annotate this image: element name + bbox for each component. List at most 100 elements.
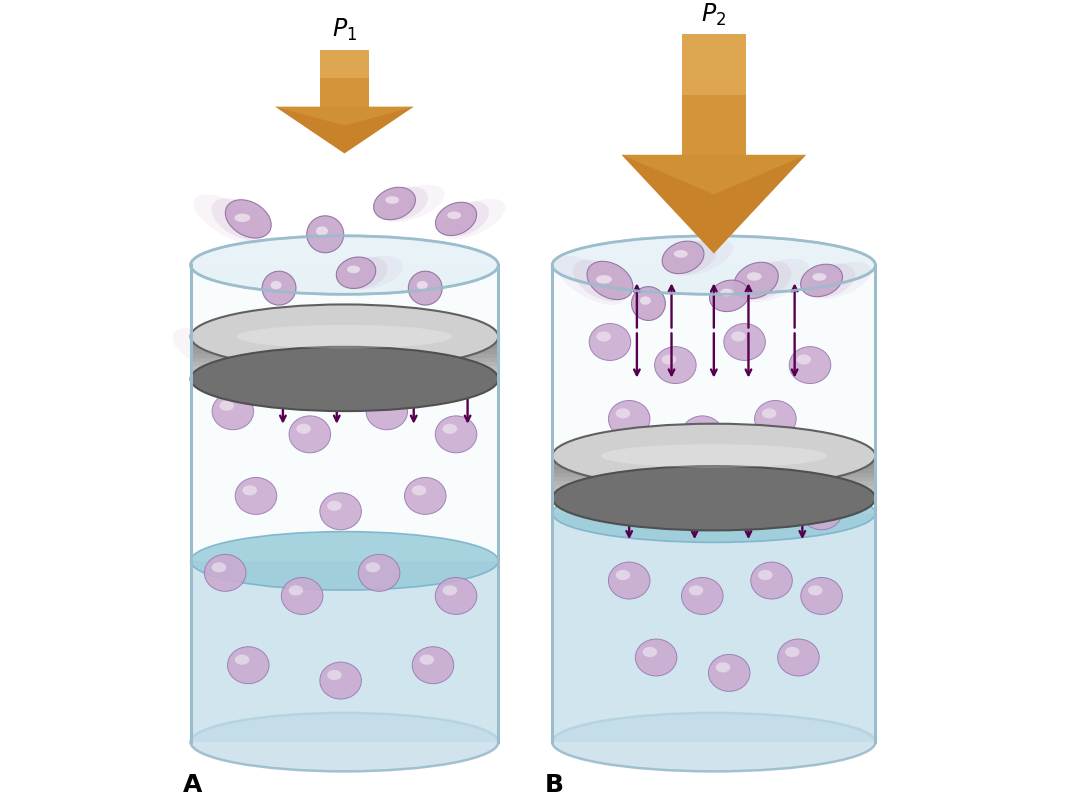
Bar [191, 362, 499, 366]
Bar [191, 350, 499, 354]
Ellipse shape [741, 258, 809, 302]
Ellipse shape [785, 647, 800, 657]
Ellipse shape [574, 260, 627, 302]
Ellipse shape [746, 272, 762, 281]
Ellipse shape [762, 408, 776, 418]
Polygon shape [275, 106, 414, 126]
Ellipse shape [616, 408, 630, 418]
Ellipse shape [191, 713, 499, 771]
Ellipse shape [801, 264, 842, 297]
Ellipse shape [205, 554, 246, 591]
Bar [552, 456, 875, 498]
Ellipse shape [643, 647, 657, 657]
Ellipse shape [805, 263, 855, 298]
Ellipse shape [385, 196, 399, 204]
Ellipse shape [220, 401, 233, 410]
Ellipse shape [327, 670, 342, 680]
Ellipse shape [225, 200, 271, 238]
Ellipse shape [681, 578, 723, 614]
Ellipse shape [235, 214, 251, 222]
Ellipse shape [366, 562, 381, 572]
Ellipse shape [419, 654, 434, 665]
Ellipse shape [655, 346, 696, 383]
Ellipse shape [731, 331, 745, 342]
Ellipse shape [212, 562, 226, 572]
Bar [552, 477, 875, 482]
Bar [191, 341, 499, 345]
Ellipse shape [808, 501, 823, 511]
Ellipse shape [289, 586, 303, 595]
Ellipse shape [662, 241, 704, 274]
Bar [552, 265, 875, 742]
Ellipse shape [340, 257, 388, 289]
Ellipse shape [173, 328, 241, 371]
Ellipse shape [601, 444, 827, 467]
Polygon shape [621, 155, 806, 194]
Ellipse shape [715, 662, 730, 673]
Ellipse shape [271, 281, 281, 290]
Ellipse shape [436, 202, 477, 235]
Text: A: A [183, 773, 203, 797]
Ellipse shape [552, 424, 875, 488]
Bar [552, 460, 875, 464]
Ellipse shape [662, 493, 704, 530]
Ellipse shape [358, 554, 400, 591]
Bar [191, 374, 499, 379]
Ellipse shape [378, 186, 427, 221]
Ellipse shape [640, 296, 651, 305]
Bar [552, 490, 875, 494]
Ellipse shape [667, 241, 716, 274]
Ellipse shape [191, 305, 499, 369]
Ellipse shape [366, 393, 407, 430]
Bar [191, 561, 499, 742]
Ellipse shape [316, 226, 328, 236]
Ellipse shape [432, 342, 445, 350]
Ellipse shape [587, 262, 633, 299]
Ellipse shape [281, 578, 323, 614]
Bar [191, 337, 499, 379]
Ellipse shape [235, 654, 249, 665]
Ellipse shape [669, 501, 684, 511]
Ellipse shape [743, 486, 757, 495]
Ellipse shape [435, 416, 477, 453]
Ellipse shape [262, 271, 296, 305]
Bar [552, 494, 875, 498]
Ellipse shape [710, 280, 749, 311]
Bar [552, 469, 875, 473]
Ellipse shape [320, 662, 361, 699]
Ellipse shape [411, 486, 426, 495]
Ellipse shape [750, 562, 792, 599]
Ellipse shape [373, 401, 388, 410]
Ellipse shape [631, 286, 665, 321]
Ellipse shape [597, 331, 611, 342]
Ellipse shape [413, 646, 454, 684]
Ellipse shape [555, 256, 626, 305]
Bar [552, 482, 875, 486]
Ellipse shape [801, 578, 842, 614]
Ellipse shape [211, 198, 265, 240]
Polygon shape [320, 50, 369, 106]
Ellipse shape [635, 639, 677, 676]
Ellipse shape [307, 216, 343, 253]
Ellipse shape [301, 341, 335, 374]
Ellipse shape [681, 416, 723, 453]
Polygon shape [621, 155, 806, 254]
Polygon shape [681, 34, 746, 94]
Ellipse shape [426, 331, 487, 368]
Ellipse shape [212, 393, 254, 430]
Ellipse shape [320, 493, 361, 530]
Ellipse shape [237, 325, 452, 348]
Ellipse shape [740, 261, 791, 300]
Ellipse shape [204, 331, 247, 368]
Ellipse shape [616, 570, 630, 580]
Ellipse shape [191, 236, 499, 294]
Ellipse shape [191, 532, 499, 590]
Bar [552, 473, 875, 477]
Ellipse shape [674, 250, 688, 258]
Ellipse shape [709, 654, 750, 691]
Ellipse shape [597, 486, 611, 495]
Ellipse shape [734, 262, 778, 298]
Bar [191, 337, 499, 341]
Ellipse shape [801, 493, 842, 530]
Ellipse shape [812, 273, 826, 281]
